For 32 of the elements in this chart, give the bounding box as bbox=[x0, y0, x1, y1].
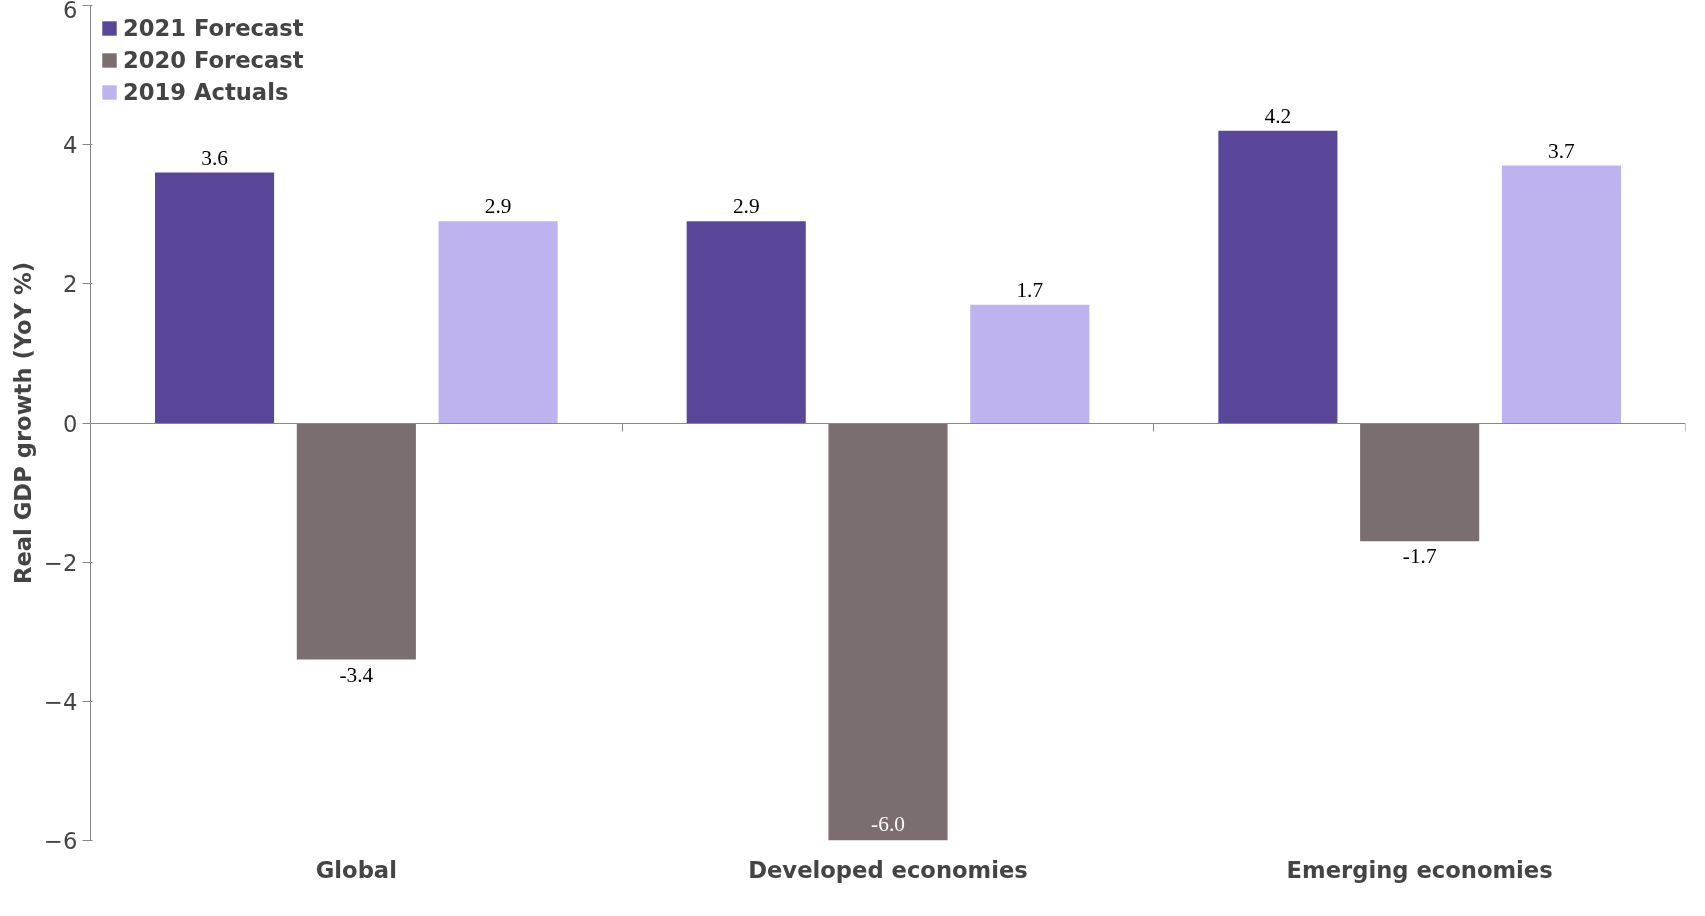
y-tick-label: 6 bbox=[63, 0, 78, 23]
y-tick-label: −2 bbox=[44, 549, 78, 576]
data-label: -6.0 bbox=[871, 811, 905, 836]
bar bbox=[686, 221, 806, 423]
bar bbox=[296, 423, 416, 660]
data-label: 3.7 bbox=[1548, 138, 1576, 163]
y-tick-label: 0 bbox=[63, 410, 78, 437]
legend-label: 2020 Forecast bbox=[123, 47, 304, 73]
x-tick-label: Developed economies bbox=[748, 856, 1028, 883]
y-tick-label: −6 bbox=[44, 828, 78, 854]
y-tick-label: 4 bbox=[63, 132, 78, 159]
x-tick-label: Emerging economies bbox=[1286, 856, 1553, 883]
legend-label: 2021 Forecast bbox=[123, 15, 304, 41]
data-label: 3.6 bbox=[201, 145, 229, 170]
bar bbox=[155, 172, 275, 423]
bar bbox=[1360, 423, 1480, 542]
data-label: 2.9 bbox=[484, 194, 512, 219]
x-tick-label: Global bbox=[315, 856, 397, 883]
bar bbox=[828, 423, 948, 841]
legend-label: 2019 Actuals bbox=[123, 79, 289, 105]
bar bbox=[970, 304, 1090, 423]
data-label: -3.4 bbox=[339, 662, 374, 687]
bar bbox=[1501, 165, 1621, 423]
bar bbox=[1218, 130, 1338, 423]
data-label: 4.2 bbox=[1264, 103, 1292, 128]
bar bbox=[438, 221, 558, 423]
y-tick-label: 2 bbox=[63, 271, 78, 298]
y-axis-title: Real GDP growth (YoY %) bbox=[10, 262, 37, 584]
data-label: 1.7 bbox=[1016, 277, 1044, 302]
data-label: -1.7 bbox=[1402, 544, 1437, 569]
data-label: 2.9 bbox=[732, 194, 760, 219]
y-tick-label: −4 bbox=[44, 688, 78, 715]
